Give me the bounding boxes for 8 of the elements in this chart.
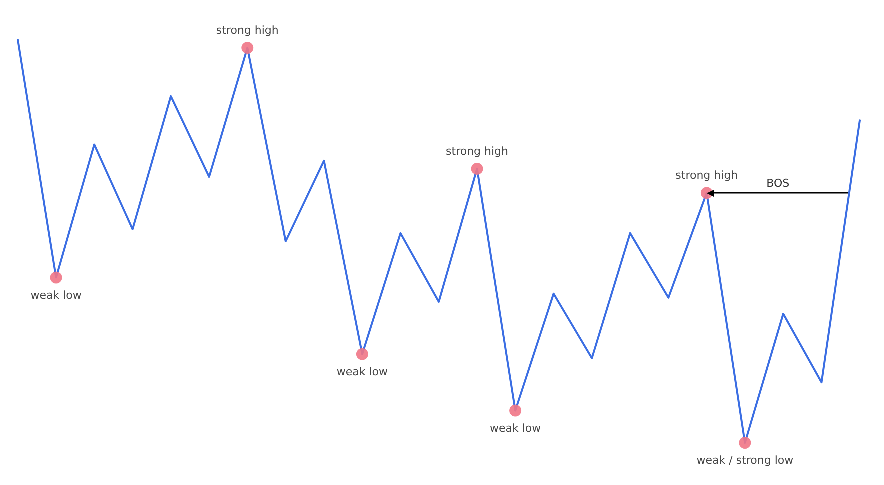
annotation: strong high xyxy=(676,169,738,182)
ref-line-label: BOS xyxy=(766,177,790,190)
annotation: weak / strong low xyxy=(696,454,794,467)
annotation: strong high xyxy=(216,24,279,38)
annotation: weak low xyxy=(490,422,542,435)
annotation: weak low xyxy=(30,288,82,302)
annotation: strong high xyxy=(446,144,509,158)
annotation: weak low xyxy=(336,365,388,378)
